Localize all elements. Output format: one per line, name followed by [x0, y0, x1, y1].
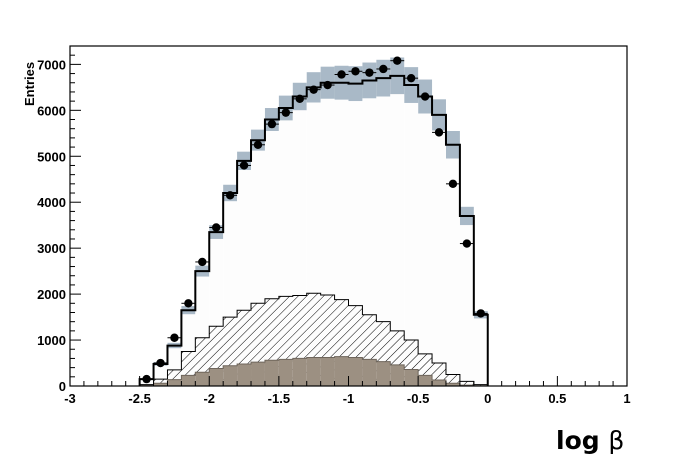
filled-component-bin: [278, 359, 293, 386]
y-axis-ticks: 0 1000 2000 3000 4000 5000 6000 7000: [37, 45, 81, 394]
x-tick-label: 1: [623, 391, 630, 406]
x-tick-label: 0.5: [548, 391, 566, 406]
filled-component-bin: [334, 356, 349, 386]
x-axis-title: log β: [556, 426, 624, 455]
data-point: [281, 108, 291, 117]
mc-total-bin: [459, 225, 474, 386]
x-axis-title-symbol: β: [608, 426, 624, 455]
mc-total-bin: [445, 158, 460, 386]
data-point: [170, 333, 179, 342]
filled-component-bin: [376, 361, 391, 386]
filled-component: [139, 356, 489, 387]
data-point: [393, 56, 402, 65]
data-point: [351, 67, 360, 76]
filled-component-bin: [390, 364, 405, 386]
filled-component-bin: [264, 360, 279, 386]
data-point: [295, 94, 304, 104]
filled-component-bin: [432, 380, 446, 386]
data-point: [225, 191, 235, 200]
data-point: [434, 128, 444, 137]
data-point: [239, 161, 249, 170]
mc-total-bin: [473, 318, 488, 386]
y-tick-label: 3000: [37, 241, 66, 256]
x-tick-label: -1: [343, 391, 355, 406]
y-tick-label: 6000: [37, 103, 66, 118]
filled-component-bin: [348, 357, 363, 386]
data-point: [212, 223, 221, 232]
data-point: [476, 309, 485, 318]
filled-component-outline: [139, 356, 489, 387]
filled-component-bin: [167, 379, 182, 386]
filled-component-bin: [181, 375, 196, 386]
data-point: [379, 64, 388, 74]
data-point: [448, 179, 458, 189]
data-point: [184, 299, 193, 308]
filled-component-bin: [418, 375, 433, 386]
x-tick-label: -1.5: [268, 391, 290, 406]
data-point: [309, 85, 318, 94]
hatched-component-outline: [139, 292, 489, 386]
mc-total-bin: [418, 113, 433, 387]
hatched-component-bin: [459, 381, 474, 386]
mc-total-bin: [390, 94, 405, 387]
mc-total-line: [138, 74, 489, 386]
filled-component-bin: [209, 368, 224, 386]
filled-component-bin: [445, 383, 460, 386]
x-tick-label: -2: [203, 391, 215, 406]
data-point: [253, 140, 263, 149]
data-point: [142, 374, 151, 384]
filled-component-bin: [320, 357, 335, 386]
hatched-component-bin: [445, 374, 460, 386]
x-axis-ticks: -3 -2.5 -2 -1.5 -1 -0.5 0 0.5 1: [64, 376, 631, 406]
data-points: [139, 56, 488, 384]
filled-component-bin: [195, 372, 210, 386]
y-tick-label: 7000: [37, 57, 66, 72]
y-tick-label: 4000: [37, 195, 66, 210]
data-point: [323, 80, 332, 90]
x-axis-title-text: log: [556, 426, 608, 455]
filled-component-bin: [306, 357, 321, 386]
filled-component-bin: [237, 363, 252, 386]
mc-total-outline: [138, 74, 489, 386]
mc-total-bin: [432, 130, 446, 386]
x-tick-label: -2.5: [128, 391, 150, 406]
mc-total-bin: [362, 98, 377, 386]
data-point: [156, 358, 165, 368]
data-point: [406, 73, 416, 83]
y-tick-label: 5000: [37, 149, 66, 164]
filled-component-bin: [292, 358, 307, 386]
data-point: [365, 68, 374, 77]
x-tick-label: -0.5: [407, 391, 429, 406]
filled-component-bin: [251, 362, 265, 386]
hatched-component-bin: [153, 379, 168, 386]
data-point: [462, 239, 472, 248]
y-tick-label: 2000: [37, 287, 66, 302]
data-point: [420, 92, 430, 101]
filled-component-bin: [362, 359, 377, 386]
filled-component-bin: [223, 365, 238, 386]
mc-total-bin: [404, 102, 419, 387]
data-point: [337, 70, 346, 79]
data-point: [198, 257, 207, 267]
filled-component-bin: [404, 369, 419, 386]
filled-component-bin: [153, 383, 168, 386]
y-axis-title: Entries: [22, 62, 37, 106]
data-point: [267, 119, 277, 129]
mc-total-bin: [376, 96, 391, 387]
x-tick-label: 0: [484, 391, 491, 406]
y-tick-label: 0: [59, 379, 66, 394]
y-tick-label: 1000: [37, 333, 66, 348]
x-tick-label: -3: [64, 391, 76, 406]
